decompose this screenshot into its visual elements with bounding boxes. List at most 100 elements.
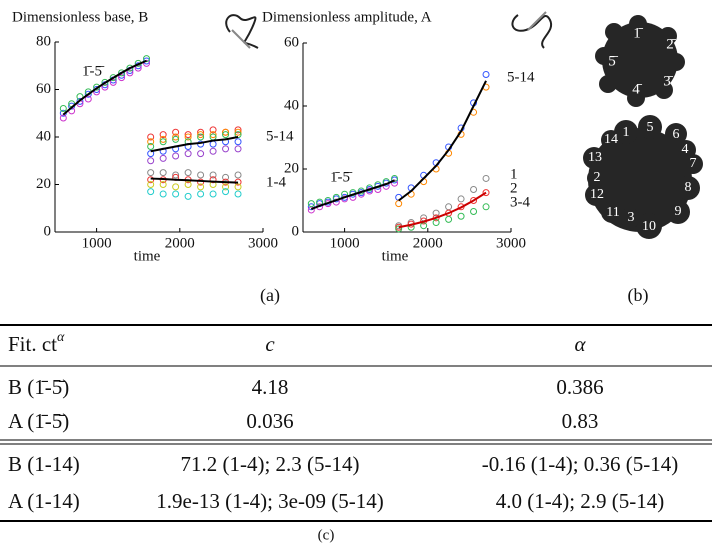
data-point <box>395 200 403 208</box>
data-point <box>197 183 205 191</box>
data-point <box>118 69 126 77</box>
panel-label: (a) <box>260 285 280 306</box>
data-point <box>147 143 155 150</box>
data-point <box>209 147 217 155</box>
data-point <box>143 59 151 67</box>
data-point <box>234 171 242 179</box>
data-point <box>391 174 399 182</box>
data-point <box>159 154 167 162</box>
annotation: 1-4 <box>266 174 286 190</box>
data-point <box>172 133 180 141</box>
annotation: 2 <box>510 180 518 196</box>
data-point <box>109 78 117 86</box>
data-point <box>101 83 109 91</box>
data-point <box>59 114 67 122</box>
data-point <box>209 126 217 134</box>
shape-label: 13 <box>588 150 602 165</box>
shape-label: 3 <box>628 210 635 225</box>
data-point <box>222 173 230 181</box>
data-point <box>184 181 192 188</box>
data-point <box>118 74 126 82</box>
shape-label: 6 <box>673 127 680 142</box>
chart-title: Dimensionless base, B <box>12 9 148 25</box>
data-point <box>307 200 315 208</box>
data-point <box>234 183 242 191</box>
shape-label: 12 <box>590 187 604 202</box>
data-point <box>432 209 440 217</box>
data-point <box>457 195 465 203</box>
data-point <box>445 203 453 211</box>
data-point <box>197 171 205 179</box>
data-point <box>470 185 478 193</box>
annotation: 3-4 <box>510 194 530 210</box>
data-point <box>234 128 242 136</box>
data-point <box>234 126 242 134</box>
fit-line <box>150 136 239 153</box>
y-tick-label: 80 <box>36 33 51 49</box>
annotation: 5-14 <box>266 128 294 144</box>
data-point <box>445 215 453 223</box>
data-point <box>209 190 217 198</box>
y-tick-label: 20 <box>36 176 51 192</box>
data-point <box>197 133 205 141</box>
table-cell: 0.386 <box>556 375 603 399</box>
data-point <box>184 169 192 177</box>
table-cell: -0.16 (1-4); 0.36 (5-14) <box>482 452 679 476</box>
fit-line <box>150 177 239 184</box>
shape-top <box>595 15 685 107</box>
shape-label: 7 <box>690 156 697 171</box>
data-point <box>470 197 478 204</box>
data-point <box>391 179 399 187</box>
y-tick-label: 60 <box>36 81 51 97</box>
shape-label: 5̄ <box>608 53 619 69</box>
data-point <box>109 74 117 82</box>
table-cell: B (1-14) <box>8 452 80 476</box>
table-cell: 0.036 <box>246 409 293 433</box>
x-tick-label: 3000 <box>496 235 526 251</box>
icon-arrow <box>527 11 547 31</box>
y-tick-label: 40 <box>284 97 299 113</box>
data-point <box>159 190 167 198</box>
data-point <box>209 131 217 139</box>
data-point <box>101 78 109 86</box>
data-point <box>184 192 192 200</box>
x-axis-label: time <box>382 248 409 264</box>
x-axis-label: time <box>134 248 161 264</box>
annotation: 1 <box>510 166 518 182</box>
data-point <box>197 190 205 198</box>
chart-title: Dimensionless amplitude, A <box>262 9 432 25</box>
fit-line <box>310 179 395 210</box>
data-point <box>84 90 92 98</box>
table-header: c <box>265 332 275 356</box>
panel-label: (c) <box>318 527 335 543</box>
annotation: 5-14 <box>507 69 535 85</box>
table-cell: 4.0 (1-4); 2.9 (5-14) <box>496 489 665 513</box>
data-point <box>147 133 155 141</box>
x-tick-label: 2000 <box>165 235 195 251</box>
data-point <box>76 97 84 105</box>
data-point <box>159 131 167 139</box>
shape-label: 11 <box>606 205 619 220</box>
header-sup: α <box>57 330 65 345</box>
table-cell: 71.2 (1-4); 2.3 (5-14) <box>180 452 359 476</box>
data-point <box>222 131 230 139</box>
panel-label: (b) <box>628 285 649 306</box>
shape-label: 2 <box>594 170 601 185</box>
data-point <box>147 176 155 184</box>
shape-label: 10 <box>642 219 656 234</box>
data-point <box>482 174 490 182</box>
x-tick-label: 3000 <box>248 235 278 251</box>
shape-label: 8 <box>685 180 692 195</box>
y-tick-label: 20 <box>284 160 299 176</box>
y-tick-label: 40 <box>36 128 51 144</box>
table-cell: 1.9e-13 (1-4); 3e-09 (5-14) <box>156 489 383 513</box>
annotation: 1̄-5̄ <box>330 169 353 185</box>
table-header: Fit. ctα <box>8 330 65 356</box>
data-point <box>147 188 155 196</box>
table-cell: A (1-14) <box>8 489 80 513</box>
icon-curve <box>225 14 259 49</box>
fit-line <box>62 59 147 116</box>
fit-line <box>398 80 487 202</box>
shape-label: 1̄ <box>633 25 644 41</box>
